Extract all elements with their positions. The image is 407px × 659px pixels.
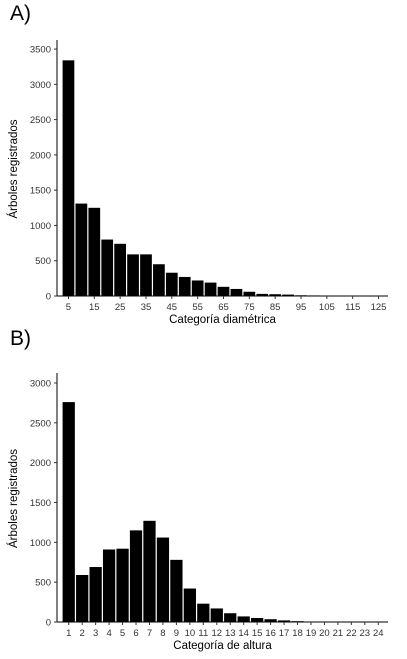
y-tick-label: 2000	[30, 150, 51, 161]
bar-30	[127, 254, 139, 296]
x-tick-label: 4	[106, 628, 111, 639]
x-tick-label: 5	[120, 628, 125, 639]
bar-80	[256, 293, 269, 296]
x-tick-label: 95	[296, 302, 307, 313]
x-tick-label: 13	[225, 628, 236, 639]
y-tick-label: 0	[46, 292, 51, 303]
x-tick-label: 10	[185, 628, 196, 639]
bar-1	[62, 402, 75, 622]
panel-a-label: A)	[10, 2, 31, 25]
x-tick-label: 23	[360, 628, 371, 639]
bar-65	[217, 286, 230, 296]
x-tick-label: 24	[373, 628, 384, 639]
x-tick-label: 22	[346, 628, 357, 639]
bar-90	[282, 294, 294, 296]
bar-4	[102, 549, 116, 622]
panel-b: B) 0 500 1000 1500 2000 2500 3000 1 2 3 4 5 6 7 8 9 10 11…	[0, 327, 407, 654]
bar-45	[165, 272, 178, 296]
x-tick-label: 11	[198, 628, 208, 639]
bar-8	[156, 537, 170, 622]
x-tick-label: 8	[160, 628, 165, 639]
bar-60	[204, 282, 217, 296]
x-tick-label: 15	[89, 302, 100, 313]
x-tick-label: 21	[333, 628, 344, 639]
x-tick-label: 16	[265, 628, 276, 639]
x-axis-title: Categoría de altura	[173, 640, 272, 652]
bar-13	[224, 613, 237, 622]
y-tick-label: 3500	[30, 45, 51, 56]
y-axis-title: Árboles registrados	[7, 119, 20, 218]
y-tick-label: 2000	[30, 458, 51, 469]
bar-11	[197, 603, 210, 622]
x-tick-label: 7	[147, 628, 152, 639]
bar-15	[251, 618, 264, 622]
x-tick-label: 25	[115, 302, 126, 313]
x-tick-label: 5	[66, 302, 71, 313]
bar-17	[277, 620, 291, 622]
x-tick-label: 19	[306, 628, 317, 639]
x-tick-label: 125	[371, 302, 387, 313]
y-tick-label: 1000	[30, 538, 51, 549]
bar-5	[62, 60, 75, 296]
y-axis-title: Árboles registrados	[7, 449, 20, 548]
x-tick-label: 65	[218, 302, 229, 313]
x-tick-label: 18	[292, 628, 303, 639]
x-tick-label: 1	[66, 628, 71, 639]
bar-70	[230, 288, 243, 296]
bar-5	[116, 548, 129, 622]
x-tick-label: 85	[270, 302, 281, 313]
x-tick-label: 55	[192, 302, 203, 313]
bar-9	[170, 559, 183, 622]
x-tick-label: 12	[211, 628, 222, 639]
y-tick-label: 500	[35, 256, 51, 267]
bar-10	[75, 203, 88, 296]
bar-3	[89, 567, 102, 622]
x-tick-label: 14	[238, 628, 249, 639]
x-tick-label: 75	[244, 302, 255, 313]
y-tick-label: 500	[35, 578, 51, 589]
panel-b-label: B)	[10, 327, 31, 350]
y-tick-label: 1000	[30, 221, 51, 232]
x-tick-label: 9	[174, 628, 179, 639]
x-tick-label: 17	[279, 628, 290, 639]
bar-2	[76, 574, 89, 622]
x-axis-title: Categoría diamétrica	[169, 314, 276, 326]
y-tick-label: 2500	[30, 418, 51, 429]
y-tick-label: 3000	[30, 378, 51, 389]
bar-50	[178, 276, 191, 296]
bar-7	[143, 520, 156, 622]
x-tick-label: 35	[141, 302, 152, 313]
y-tick-label: 0	[46, 618, 51, 629]
bar-35	[140, 254, 152, 296]
bar-55	[191, 280, 204, 296]
x-tick-label: 3	[93, 628, 98, 639]
x-tick-label: 15	[252, 628, 263, 639]
x-tick-label: 115	[345, 302, 360, 313]
bar-85	[269, 294, 282, 296]
y-tick-label: 3000	[30, 80, 51, 91]
x-tick-label: 105	[319, 302, 335, 313]
bar-40	[153, 264, 165, 296]
y-tick-label: 1500	[30, 186, 51, 197]
bar-14	[237, 616, 250, 622]
bar-75	[243, 291, 256, 296]
x-tick-label: 6	[133, 628, 138, 639]
bar-20	[101, 239, 114, 296]
x-tick-label: 20	[319, 628, 330, 639]
bar-15	[88, 207, 101, 296]
bar-6	[129, 530, 143, 622]
bar-12	[210, 608, 223, 622]
y-tick-label: 2500	[30, 115, 51, 126]
x-tick-label: 2	[80, 628, 85, 639]
y-tick-label: 1500	[30, 498, 51, 509]
panel-a: A) 0 500 1000 1500 2000 2500 3000 3500 5 15 25 35 45…	[0, 0, 407, 327]
x-tick-label: 45	[167, 302, 178, 313]
bar-10	[183, 588, 196, 622]
bar-16	[264, 619, 277, 622]
bar-25	[114, 243, 126, 296]
diameter-chart: 0 500 1000 1500 2000 2500 3000 3500 5 15 25 35 45 55 6…	[7, 40, 388, 326]
